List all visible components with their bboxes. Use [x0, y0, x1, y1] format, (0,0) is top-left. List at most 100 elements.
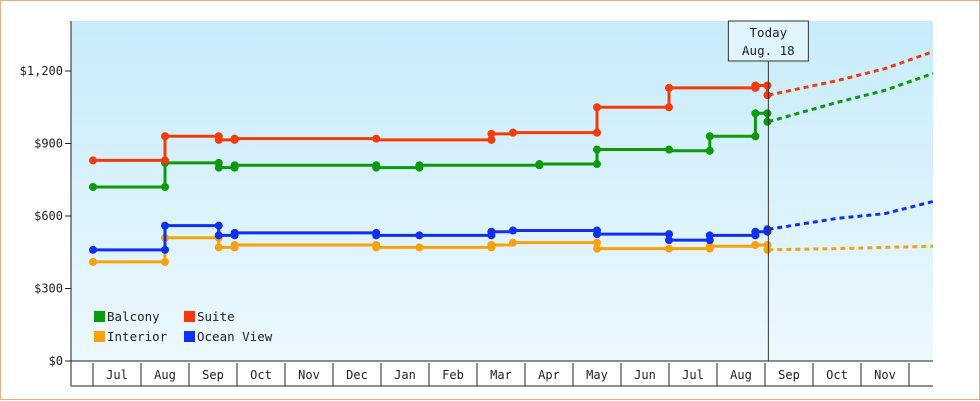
legend-label-suite: Suite: [197, 309, 235, 324]
x-tick-label: Mar: [490, 368, 512, 382]
data-point-balcony: [161, 183, 169, 191]
data-point-interior: [230, 241, 239, 249]
forecast-line-suite: [768, 50, 934, 97]
data-point-ocean-view: [509, 226, 517, 235]
data-point-suite: [230, 134, 239, 143]
x-tick-label: Sep: [202, 368, 224, 382]
data-point-suite: [161, 156, 169, 165]
data-point-balcony: [214, 163, 223, 172]
data-point-interior: [751, 241, 760, 249]
today-date-label: Aug. 18: [742, 43, 795, 58]
data-point-suite: [763, 91, 772, 100]
data-point-ocean-view: [230, 228, 239, 237]
data-point-suite: [509, 128, 517, 137]
data-point-interior: [161, 257, 169, 266]
y-tick-label: $300: [34, 282, 63, 296]
forecast-line-interior: [768, 244, 934, 252]
data-point-suite: [161, 132, 169, 141]
data-point-suite: [763, 81, 772, 90]
x-tick-label: Dec: [346, 368, 368, 382]
x-tick-label: Oct: [826, 368, 848, 382]
data-point-balcony: [763, 117, 772, 126]
plot-area: [71, 21, 933, 361]
data-point-ocean-view: [593, 230, 601, 239]
data-point-suite: [214, 135, 223, 144]
legend-label-balcony: Balcony: [107, 309, 160, 324]
data-point-balcony: [593, 145, 601, 154]
data-point-interior: [372, 243, 381, 252]
data-point-balcony: [372, 163, 381, 172]
data-point-ocean-view: [372, 231, 381, 240]
x-tick-label: May: [586, 368, 608, 382]
data-point-ocean-view: [161, 221, 169, 230]
data-point-ocean-view: [665, 236, 673, 245]
data-point-balcony: [705, 132, 714, 141]
data-point-suite: [665, 103, 673, 112]
data-point-ocean-view: [214, 231, 223, 240]
x-tick-label: Apr: [538, 368, 560, 382]
data-point-suite: [487, 129, 496, 138]
legend-label-ocean-view: Ocean View: [197, 329, 273, 344]
data-point-interior: [487, 241, 496, 249]
today-label: Today: [750, 25, 788, 40]
data-point-interior: [665, 244, 673, 253]
data-point-ocean-view: [415, 231, 424, 240]
data-point-suite: [593, 128, 601, 137]
data-point-suite: [487, 135, 496, 144]
data-point-interior: [214, 243, 223, 252]
data-point-ocean-view: [665, 230, 673, 239]
data-point-ocean-view: [487, 227, 496, 236]
x-tick-label: Feb: [442, 368, 464, 382]
data-point-balcony: [535, 160, 544, 169]
data-point-interior: [593, 238, 601, 247]
data-point-suite: [665, 83, 673, 92]
data-point-interior: [89, 257, 97, 266]
y-tick-label: $0: [49, 354, 63, 368]
x-tick-label: Nov: [298, 368, 320, 382]
data-point-balcony: [593, 160, 601, 169]
data-point-interior: [415, 243, 424, 252]
data-point-balcony: [705, 146, 714, 155]
forecast-line-ocean-view: [768, 200, 934, 231]
x-tick-label: Oct: [250, 368, 272, 382]
data-point-balcony: [665, 145, 673, 154]
data-point-interior: [509, 238, 517, 247]
data-point-suite: [372, 134, 381, 143]
x-tick-label: Nov: [874, 368, 896, 382]
data-point-ocean-view: [705, 231, 714, 240]
data-point-ocean-view: [214, 221, 223, 230]
data-point-ocean-view: [89, 245, 97, 254]
data-point-balcony: [751, 132, 760, 141]
legend-swatch-ocean-view: [184, 331, 195, 342]
data-point-balcony: [89, 183, 97, 191]
today-callout-box: [727, 20, 809, 62]
x-tick-label: Jan: [394, 368, 416, 382]
data-point-balcony: [763, 109, 772, 118]
legend-swatch-suite: [184, 311, 195, 322]
legend-swatch-balcony: [94, 311, 105, 322]
forecast-line-balcony: [767, 72, 934, 124]
x-tick-label: Jul: [682, 368, 704, 382]
x-tick-label: Aug: [154, 368, 176, 382]
data-point-interior: [593, 244, 601, 253]
x-tick-label: Jul: [106, 368, 128, 382]
data-point-ocean-view: [751, 227, 760, 236]
data-point-interior: [705, 242, 714, 251]
data-point-interior: [763, 245, 772, 254]
y-tick-label: $900: [34, 137, 63, 151]
data-point-balcony: [751, 109, 760, 118]
x-tick-label: Aug: [730, 368, 752, 382]
data-point-suite: [751, 81, 760, 90]
legend-label-interior: Interior: [107, 329, 168, 344]
data-point-balcony: [230, 161, 239, 170]
series-line-interior: [93, 236, 769, 264]
data-point-suite: [593, 103, 601, 112]
y-tick-label: $600: [34, 209, 63, 223]
data-point-ocean-view: [161, 245, 169, 254]
x-tick-label: Sep: [778, 368, 800, 382]
y-tick-label: $1,200: [20, 64, 63, 78]
data-point-ocean-view: [763, 225, 772, 234]
data-point-suite: [89, 156, 97, 165]
